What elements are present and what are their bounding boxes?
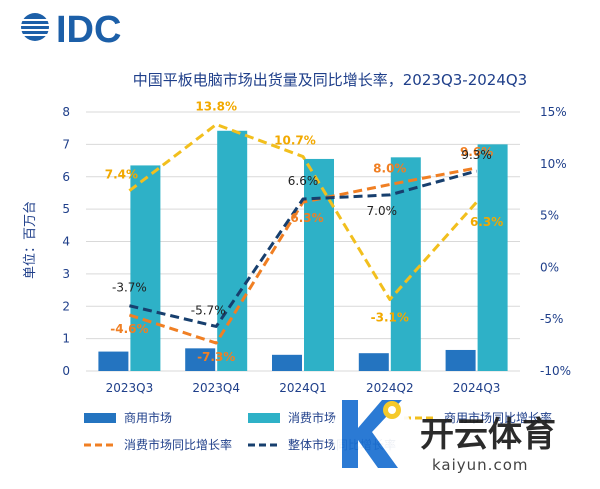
line-consumer-growth — [128, 166, 477, 345]
legend: 商用市场消费市场商用市场同比增长率消费市场同比增长率整体市场同比增长率 — [84, 410, 552, 452]
idc-globe-icon — [21, 13, 49, 41]
left-tick-label: 0 — [62, 364, 70, 378]
data-label: 6.3% — [470, 215, 503, 229]
data-label: 6.6% — [288, 174, 319, 188]
x-tick-label: 2023Q3 — [106, 381, 154, 395]
data-label: 7.0% — [367, 204, 398, 218]
left-axis-ticks: 0 1 2 3 4 5 6 7 8 — [62, 105, 70, 378]
data-label: 10.7% — [274, 134, 316, 148]
chart-title: 中国平板电脑市场出货量及同比增长率，2023Q3-2024Q3 — [133, 71, 527, 89]
bars — [98, 130, 508, 371]
right-tick-label: 0% — [540, 260, 559, 274]
bar-consumer — [130, 165, 161, 371]
growth-lines — [128, 122, 478, 345]
left-tick-label: 1 — [62, 332, 70, 346]
x-tick-label: 2024Q1 — [279, 381, 327, 395]
x-tick-label: 2024Q3 — [453, 381, 501, 395]
bar-consumer — [304, 158, 334, 371]
left-tick-label: 8 — [62, 105, 70, 119]
y-axis-label: 单位：百万台 — [23, 201, 38, 279]
legend-swatch — [84, 413, 116, 423]
data-label: 9.6% — [460, 145, 493, 159]
bar-commercial — [358, 353, 389, 371]
left-tick-label: 6 — [62, 170, 70, 184]
data-label: -3.7% — [112, 281, 147, 295]
right-axis-ticks: -10% -5% 0% 5% 10% 15% — [540, 105, 571, 378]
x-tick-label: 2023Q4 — [192, 381, 240, 395]
x-tick-label: 2024Q2 — [366, 381, 414, 395]
left-tick-label: 4 — [62, 235, 70, 249]
bar-consumer — [390, 157, 421, 371]
data-label: 6.3% — [290, 211, 323, 225]
idc-logo: IDC — [21, 9, 121, 51]
right-tick-label: -5% — [540, 312, 563, 326]
data-label: 8.0% — [373, 162, 406, 176]
left-tick-label: 3 — [62, 267, 70, 281]
x-axis-ticks: 2023Q3 2023Q4 2024Q1 2024Q2 2024Q3 — [106, 381, 501, 395]
data-label: -3.1% — [371, 311, 409, 325]
idc-logo-text: IDC — [56, 9, 121, 51]
legend-label: 商用市场同比增长率 — [444, 410, 552, 425]
line-total-growth — [129, 169, 477, 328]
data-label: 7.4% — [105, 168, 138, 182]
watermark: 开云体育 kaiyun.com — [332, 393, 556, 474]
data-label: -5.7% — [191, 303, 226, 317]
right-tick-label: 5% — [540, 209, 559, 223]
left-tick-label: 7 — [62, 137, 70, 151]
right-tick-label: 10% — [540, 157, 567, 171]
legend-label: 消费市场 — [288, 410, 336, 425]
watermark-logo-icon — [332, 393, 412, 473]
data-label: 9.3% — [461, 148, 492, 162]
left-tick-label: 5 — [62, 202, 70, 216]
right-tick-label: 15% — [540, 105, 567, 119]
line-commercial-growth — [128, 122, 478, 302]
bar-commercial — [272, 354, 302, 371]
left-tick-label: 2 — [62, 299, 70, 313]
data-label: -7.3% — [197, 350, 235, 364]
legend-swatch — [248, 413, 280, 423]
legend-label: 商用市场 — [124, 410, 172, 425]
right-tick-label: -10% — [540, 364, 571, 378]
data-labels: 7.4% 13.8% 10.7% -3.1% 6.3% -4.6% -7.3% 6.3% 8.0… — [105, 99, 503, 364]
bar-commercial — [445, 349, 476, 371]
watermark-subtext: kaiyun.com — [432, 456, 528, 474]
bar-commercial — [98, 351, 129, 371]
data-label: 13.8% — [195, 99, 237, 113]
bar-consumer — [477, 144, 508, 371]
legend-label: 消费市场同比增长率 — [124, 437, 232, 452]
bar-commercial — [185, 348, 216, 371]
data-label: -4.6% — [110, 322, 148, 336]
watermark-text: 开云体育 — [420, 415, 556, 455]
